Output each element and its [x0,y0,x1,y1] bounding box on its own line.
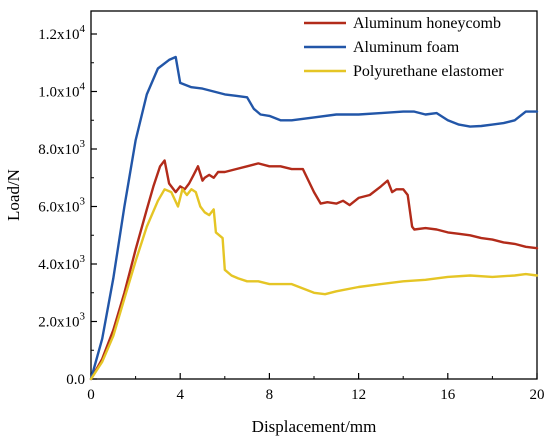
x-axis-title: Displacement/mm [252,417,377,436]
y-tick-label: 1.0x104 [38,81,85,101]
y-tick-label: 8.0x103 [38,138,85,158]
series-line-polyurethane-elastomer [89,188,539,381]
x-tick-label: 16 [440,387,456,403]
y-axis-title: Load/N [4,169,23,221]
series-line-aluminum-foam [89,55,539,381]
y-tick-label: 1.2x104 [38,23,85,43]
legend-label: Aluminum foam [353,39,460,56]
y-tick-label: 4.0x103 [38,253,85,273]
x-tick-label: 4 [176,387,184,403]
x-tick-label: 8 [266,387,274,403]
y-axis-ticks: 0.0 2.0x103 4.0x103 6.0x103 8.0x103 1.0x104 1.… [38,23,97,388]
legend-label: Aluminum honeycomb [353,15,501,32]
legend: Aluminum honeycomb Aluminum foam Polyureth… [304,15,504,80]
series-line-aluminum-honeycomb [89,159,539,381]
y-tick-label: 6.0x103 [38,196,85,216]
legend-label: Polyurethane elastomer [353,63,504,80]
x-axis-ticks: 0 4 8 12 16 20 [87,373,545,403]
y-tick-label: 0.0 [66,372,85,388]
x-tick-label: 0 [87,387,95,403]
series-lines [89,55,539,381]
x-tick-label: 20 [530,387,545,403]
y-tick-label: 2.0x103 [38,311,85,331]
x-tick-label: 12 [351,387,366,403]
